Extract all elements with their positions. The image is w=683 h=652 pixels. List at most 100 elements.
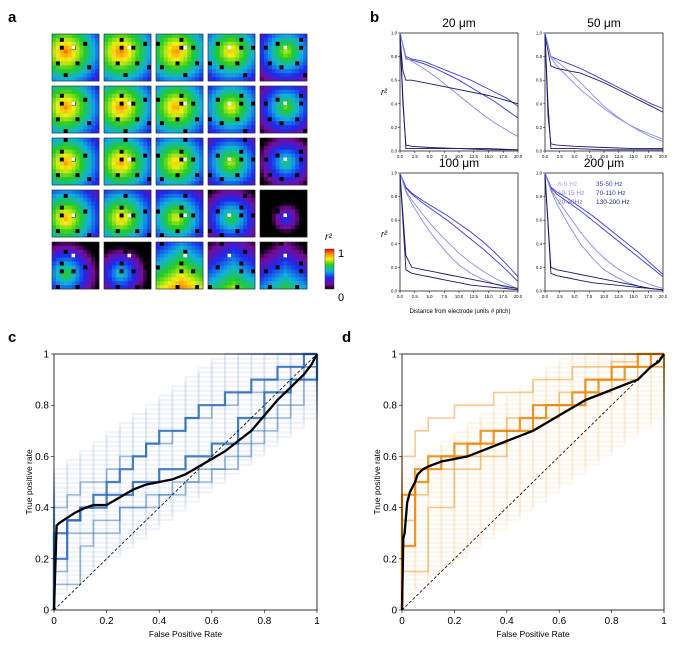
heatmap-cell — [260, 93, 265, 99]
heatmap-cell — [87, 125, 92, 130]
heatmap-cell — [52, 129, 57, 134]
heatmap-cell — [179, 138, 184, 143]
heatmap-cell — [167, 285, 172, 290]
dead-electrode — [59, 101, 64, 106]
heatmap-cell — [67, 157, 72, 162]
heatmap-cell — [83, 229, 88, 234]
heatmap-cell — [295, 242, 300, 247]
heatmap-cell — [295, 89, 300, 95]
heatmap-cell — [260, 281, 265, 286]
heatmap-cell — [291, 165, 296, 170]
heatmap-cell — [107, 242, 113, 247]
heatmap-cell — [119, 97, 124, 102]
heatmap-cell — [263, 273, 269, 278]
heatmap-cell — [52, 277, 57, 282]
heatmap-cell — [247, 281, 252, 286]
heatmap-cell — [227, 86, 232, 91]
heatmap-cell — [55, 209, 61, 214]
heatmap-cell — [131, 242, 136, 247]
heatmap-cell — [83, 173, 88, 178]
heatmap-cell — [211, 201, 217, 206]
heatmap-cell — [239, 249, 244, 255]
decay-curve — [399, 172, 519, 282]
heatmap-cell — [171, 285, 176, 290]
dead-electrode — [115, 173, 120, 178]
heatmap-cell — [59, 217, 65, 222]
heatmap-cell — [223, 229, 228, 234]
heatmap-cell — [127, 181, 132, 186]
colorbar-title: r² — [325, 232, 332, 243]
heatmap-cell — [183, 233, 188, 238]
dead-electrode — [299, 45, 304, 50]
heatmap-cell — [287, 245, 292, 251]
roc-halo-path — [400, 352, 664, 610]
heatmap-cell — [219, 49, 224, 54]
heatmap-cell — [247, 249, 252, 255]
heatmap-cell — [115, 205, 120, 210]
heatmap-tile — [259, 241, 308, 290]
heatmap-cell — [79, 209, 84, 214]
heatmap-cell — [287, 281, 292, 286]
heatmap-cell — [239, 245, 244, 251]
heatmap-cell — [79, 73, 84, 78]
decay-y-tick-label: 1.0 — [391, 31, 398, 36]
heatmap-cell — [283, 121, 288, 126]
heatmap-cell — [104, 277, 109, 282]
heatmap-cell — [167, 109, 172, 114]
heatmap-cell — [127, 65, 132, 70]
heatmap-cell — [52, 97, 57, 102]
heatmap-cell — [75, 138, 80, 143]
heatmap-cell — [267, 97, 273, 102]
heatmap-cell — [115, 249, 120, 255]
heatmap-cell — [227, 249, 232, 255]
dead-electrode — [83, 41, 88, 46]
heatmap-cell — [219, 117, 224, 122]
heatmap-cell — [127, 105, 132, 110]
heatmap-cell — [91, 190, 96, 195]
heatmap-cell — [175, 93, 180, 99]
heatmap-cell — [143, 205, 148, 210]
heatmap-cell — [231, 177, 236, 182]
heatmap-cell — [167, 77, 172, 82]
heatmap-cell — [87, 117, 92, 122]
heatmap-cell — [211, 53, 217, 58]
heatmap-cell — [107, 173, 113, 178]
heatmap-cell — [156, 53, 161, 58]
heatmap-cell — [111, 165, 117, 170]
heatmap-cell — [139, 229, 144, 234]
heatmap-cell — [223, 285, 228, 290]
decay-x-tick-label: 12.5 — [470, 294, 479, 299]
heatmap-cell — [303, 242, 308, 247]
heatmap-cell — [83, 273, 88, 278]
heatmap-cell — [231, 153, 236, 158]
heatmap-cell — [71, 277, 76, 282]
heatmap-cell — [295, 181, 300, 186]
heatmap-cell — [287, 217, 292, 222]
heatmap-cell — [223, 121, 228, 126]
heatmap-cell — [235, 265, 240, 270]
heatmap-cell — [95, 269, 100, 274]
heatmap-cell — [147, 49, 152, 54]
heatmap-cell — [299, 285, 304, 290]
heatmap-cell — [75, 197, 80, 203]
heatmap-cell — [59, 109, 65, 114]
heatmap-cell — [271, 201, 276, 206]
heatmap-cell — [299, 109, 304, 114]
heatmap-cell — [127, 53, 132, 58]
dead-electrode — [303, 193, 307, 198]
heatmap-cell — [159, 61, 165, 66]
heatmap-cell — [283, 34, 288, 39]
heatmap-cell — [191, 221, 196, 226]
heatmap-cell — [303, 77, 308, 82]
heatmap-cell — [95, 138, 100, 143]
roc-x-tick-label: 0.4 — [500, 616, 514, 627]
dead-electrode — [208, 61, 212, 66]
heatmap-cell — [283, 285, 288, 290]
heatmap-cell — [52, 229, 57, 234]
heatmap-cell — [199, 129, 204, 134]
heatmap-cell — [295, 177, 300, 182]
heatmap-cell — [219, 109, 224, 114]
heatmap-cell — [235, 261, 240, 266]
heatmap-cell — [139, 93, 144, 99]
